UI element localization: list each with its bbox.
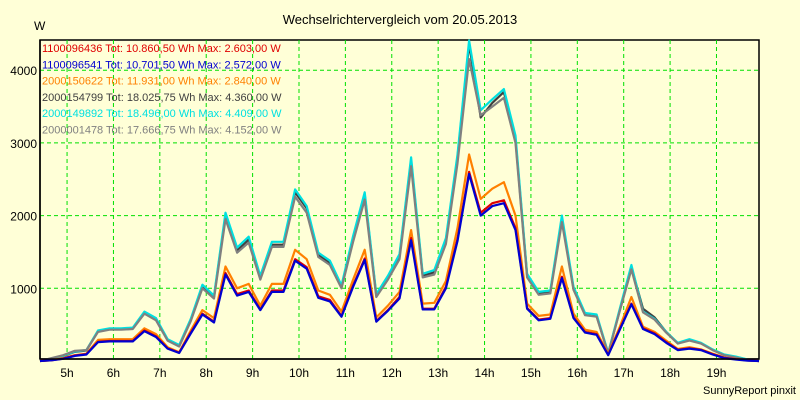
legend-entry-1100096436: 1100096436 Tot: 10.860,50 Wh Max: 2.603,… (42, 43, 281, 55)
y-axis-label: W (34, 19, 46, 33)
legend: 1100096436 Tot: 10.860,50 Wh Max: 2.603,… (42, 43, 282, 137)
x-tick-label: 16h (567, 366, 587, 380)
y-tick-label: 3000 (10, 137, 37, 151)
legend-entry-2000154799: 2000154799 Tot: 18.025,75 Wh Max: 4.360,… (42, 92, 282, 104)
x-tick-label: 12h (382, 366, 402, 380)
x-tick-label: 14h (475, 366, 495, 380)
credit-text: SunnyReport pinxit (703, 385, 796, 397)
x-tick-label: 6h (107, 366, 120, 380)
legend-entry-1100096541: 1100096541 Tot: 10.701,50 Wh Max: 2.572,… (42, 59, 281, 71)
legend-entry-2000001478: 2000001478 Tot: 17.666,75 Wh Max: 4.152,… (42, 125, 282, 137)
series-line-1100096541 (39, 172, 760, 363)
x-tick-label: 13h (428, 366, 448, 380)
series-line-2000001478 (39, 57, 760, 363)
x-tick-label: 17h (614, 366, 634, 380)
legend-entry-2000149892: 2000149892 Tot: 18.496,00 Wh Max: 4.409,… (42, 108, 282, 120)
x-tick-label: 18h (660, 366, 680, 380)
x-tick-label: 19h (706, 366, 726, 380)
x-tick-label: 9h (246, 366, 259, 380)
y-ticks: 1000 2000 3000 4000 (10, 64, 37, 296)
legend-entry-2000150622: 2000150622 Tot: 11.931,00 Wh Max: 2.840,… (42, 76, 281, 88)
x-tick-label: 7h (153, 366, 166, 380)
y-tick-label: 4000 (10, 64, 37, 78)
x-tick-label: 8h (200, 366, 213, 380)
x-ticks: 5h 6h 7h 8h 9h 10h 11h 12h 13h 14h 15h 16h 17h 18h 19h (60, 366, 726, 380)
y-tick-label: 1000 (10, 282, 37, 296)
x-tick-label: 10h (289, 366, 309, 380)
series-lines (39, 39, 760, 363)
x-tick-label: 5h (60, 366, 73, 380)
x-tick-label: 15h (521, 366, 541, 380)
x-tick-label: 11h (336, 366, 355, 380)
chart-title: Wechselrichtervergleich vom 20.05.2013 (283, 12, 518, 27)
plot-area (39, 39, 760, 360)
y-tick-label: 2000 (10, 210, 37, 224)
